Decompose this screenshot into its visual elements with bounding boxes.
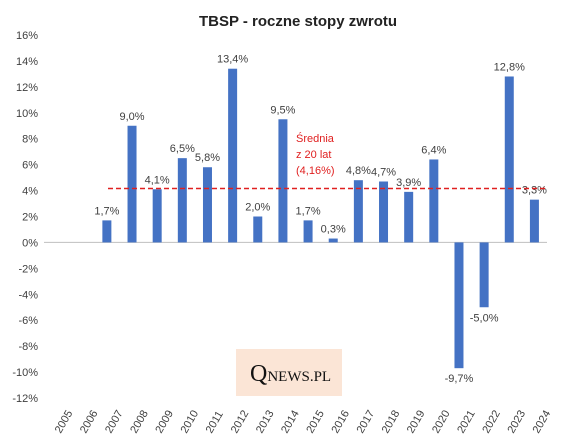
data-label: 3,9% bbox=[396, 177, 421, 189]
bar bbox=[102, 220, 112, 243]
y-tick-label: 0% bbox=[22, 237, 38, 249]
chart-title: TBSP - roczne stopy zwrotu bbox=[199, 13, 397, 30]
x-tick-label: 2005 bbox=[53, 408, 76, 435]
y-tick-label: 10% bbox=[16, 108, 38, 120]
x-tick-label: 2012 bbox=[229, 408, 252, 435]
y-tick-label: 2% bbox=[22, 212, 38, 224]
y-tick-label: -8% bbox=[18, 341, 38, 353]
data-label: 9,5% bbox=[270, 104, 295, 116]
qnews-watermark-logo: QNEWS.PL bbox=[236, 349, 342, 396]
y-tick-label: -4% bbox=[18, 289, 38, 301]
bar bbox=[429, 159, 439, 243]
data-label: 9,0% bbox=[119, 111, 144, 123]
bar bbox=[278, 119, 288, 243]
x-tick-label: 2010 bbox=[179, 408, 202, 435]
x-tick-label: 2006 bbox=[78, 408, 101, 435]
bar bbox=[253, 216, 263, 243]
data-label: 13,4% bbox=[217, 54, 248, 66]
data-label: 12,8% bbox=[494, 61, 525, 73]
bar bbox=[504, 76, 514, 243]
x-tick-label: 2007 bbox=[103, 408, 126, 435]
bar bbox=[228, 68, 238, 243]
watermark-text: QNEWS.PL bbox=[250, 361, 331, 387]
data-label: 4,7% bbox=[371, 166, 396, 178]
y-tick-label: 6% bbox=[22, 160, 38, 172]
watermark-initial: Q bbox=[250, 361, 267, 387]
x-tick-label: 2024 bbox=[531, 408, 554, 435]
y-tick-label: -2% bbox=[18, 263, 38, 275]
bar bbox=[303, 220, 313, 243]
x-tick-label: 2008 bbox=[128, 408, 151, 435]
watermark-background bbox=[236, 349, 342, 396]
data-label: -9,7% bbox=[445, 373, 474, 385]
data-labels: 1,7%9,0%4,1%6,5%5,8%13,4%2,0%9,5%1,7%0,3… bbox=[94, 54, 547, 385]
average-annotation: Średnia z 20 lat (4,16%) bbox=[296, 132, 335, 177]
y-tick-label: 12% bbox=[16, 82, 38, 94]
bar bbox=[177, 158, 187, 243]
data-label: 2,0% bbox=[245, 202, 270, 214]
y-tick-label: -12% bbox=[12, 393, 38, 405]
x-tick-label: 2014 bbox=[279, 408, 302, 435]
bars bbox=[102, 68, 539, 369]
bar bbox=[152, 189, 162, 243]
data-label: 0,3% bbox=[321, 224, 346, 236]
bar bbox=[529, 199, 539, 243]
x-tick-label: 2016 bbox=[329, 408, 352, 435]
data-label: 3,3% bbox=[522, 185, 547, 197]
average-label-line: (4,16%) bbox=[296, 165, 335, 177]
y-tick-label: 4% bbox=[22, 186, 38, 198]
data-label: 1,7% bbox=[94, 205, 119, 217]
y-tick-label: 16% bbox=[16, 30, 38, 42]
bar bbox=[353, 180, 363, 243]
x-tick-label: 2009 bbox=[153, 408, 176, 435]
bar bbox=[479, 242, 489, 308]
y-tick-label: -10% bbox=[12, 367, 38, 379]
y-axis: 16% 14% 12% 10% 8% 6% 4% 2% 0% -2% -4% -6% -8% -10% -1… bbox=[12, 30, 38, 405]
data-label: 4,8% bbox=[346, 165, 371, 177]
data-label: 6,5% bbox=[170, 143, 195, 155]
average-label-line: z 20 lat bbox=[296, 149, 331, 161]
x-tick-label: 2011 bbox=[204, 409, 226, 435]
average-label-line: Średnia bbox=[296, 132, 335, 145]
x-tick-label: 2017 bbox=[355, 408, 378, 435]
y-tick-label: -6% bbox=[18, 315, 38, 327]
bar bbox=[127, 125, 137, 243]
x-tick-label: 2015 bbox=[304, 408, 327, 435]
x-tick-label: 2021 bbox=[455, 408, 478, 435]
x-tick-label: 2020 bbox=[430, 408, 453, 435]
bar bbox=[202, 167, 212, 243]
x-tick-label: 2019 bbox=[405, 408, 428, 435]
x-tick-label: 2022 bbox=[480, 408, 503, 435]
bar bbox=[404, 191, 414, 243]
x-tick-label: 2018 bbox=[380, 408, 403, 435]
y-tick-label: 14% bbox=[16, 56, 38, 68]
data-label: -5,0% bbox=[470, 312, 499, 324]
data-label: 1,7% bbox=[296, 205, 321, 217]
bar bbox=[454, 242, 464, 369]
y-tick-label: 8% bbox=[22, 134, 38, 146]
data-label: 5,8% bbox=[195, 152, 220, 164]
x-tick-label: 2023 bbox=[505, 408, 528, 435]
watermark-rest: NEWS.PL bbox=[267, 369, 331, 385]
x-tick-label: 2013 bbox=[254, 408, 277, 435]
x-axis: 2005 2006 2007 2008 2009 2010 2011 2012 2013 2014… bbox=[53, 408, 553, 435]
data-label: 4,1% bbox=[145, 174, 170, 186]
bar bbox=[328, 238, 338, 243]
data-label: 6,4% bbox=[421, 144, 446, 156]
bar bbox=[379, 181, 389, 243]
